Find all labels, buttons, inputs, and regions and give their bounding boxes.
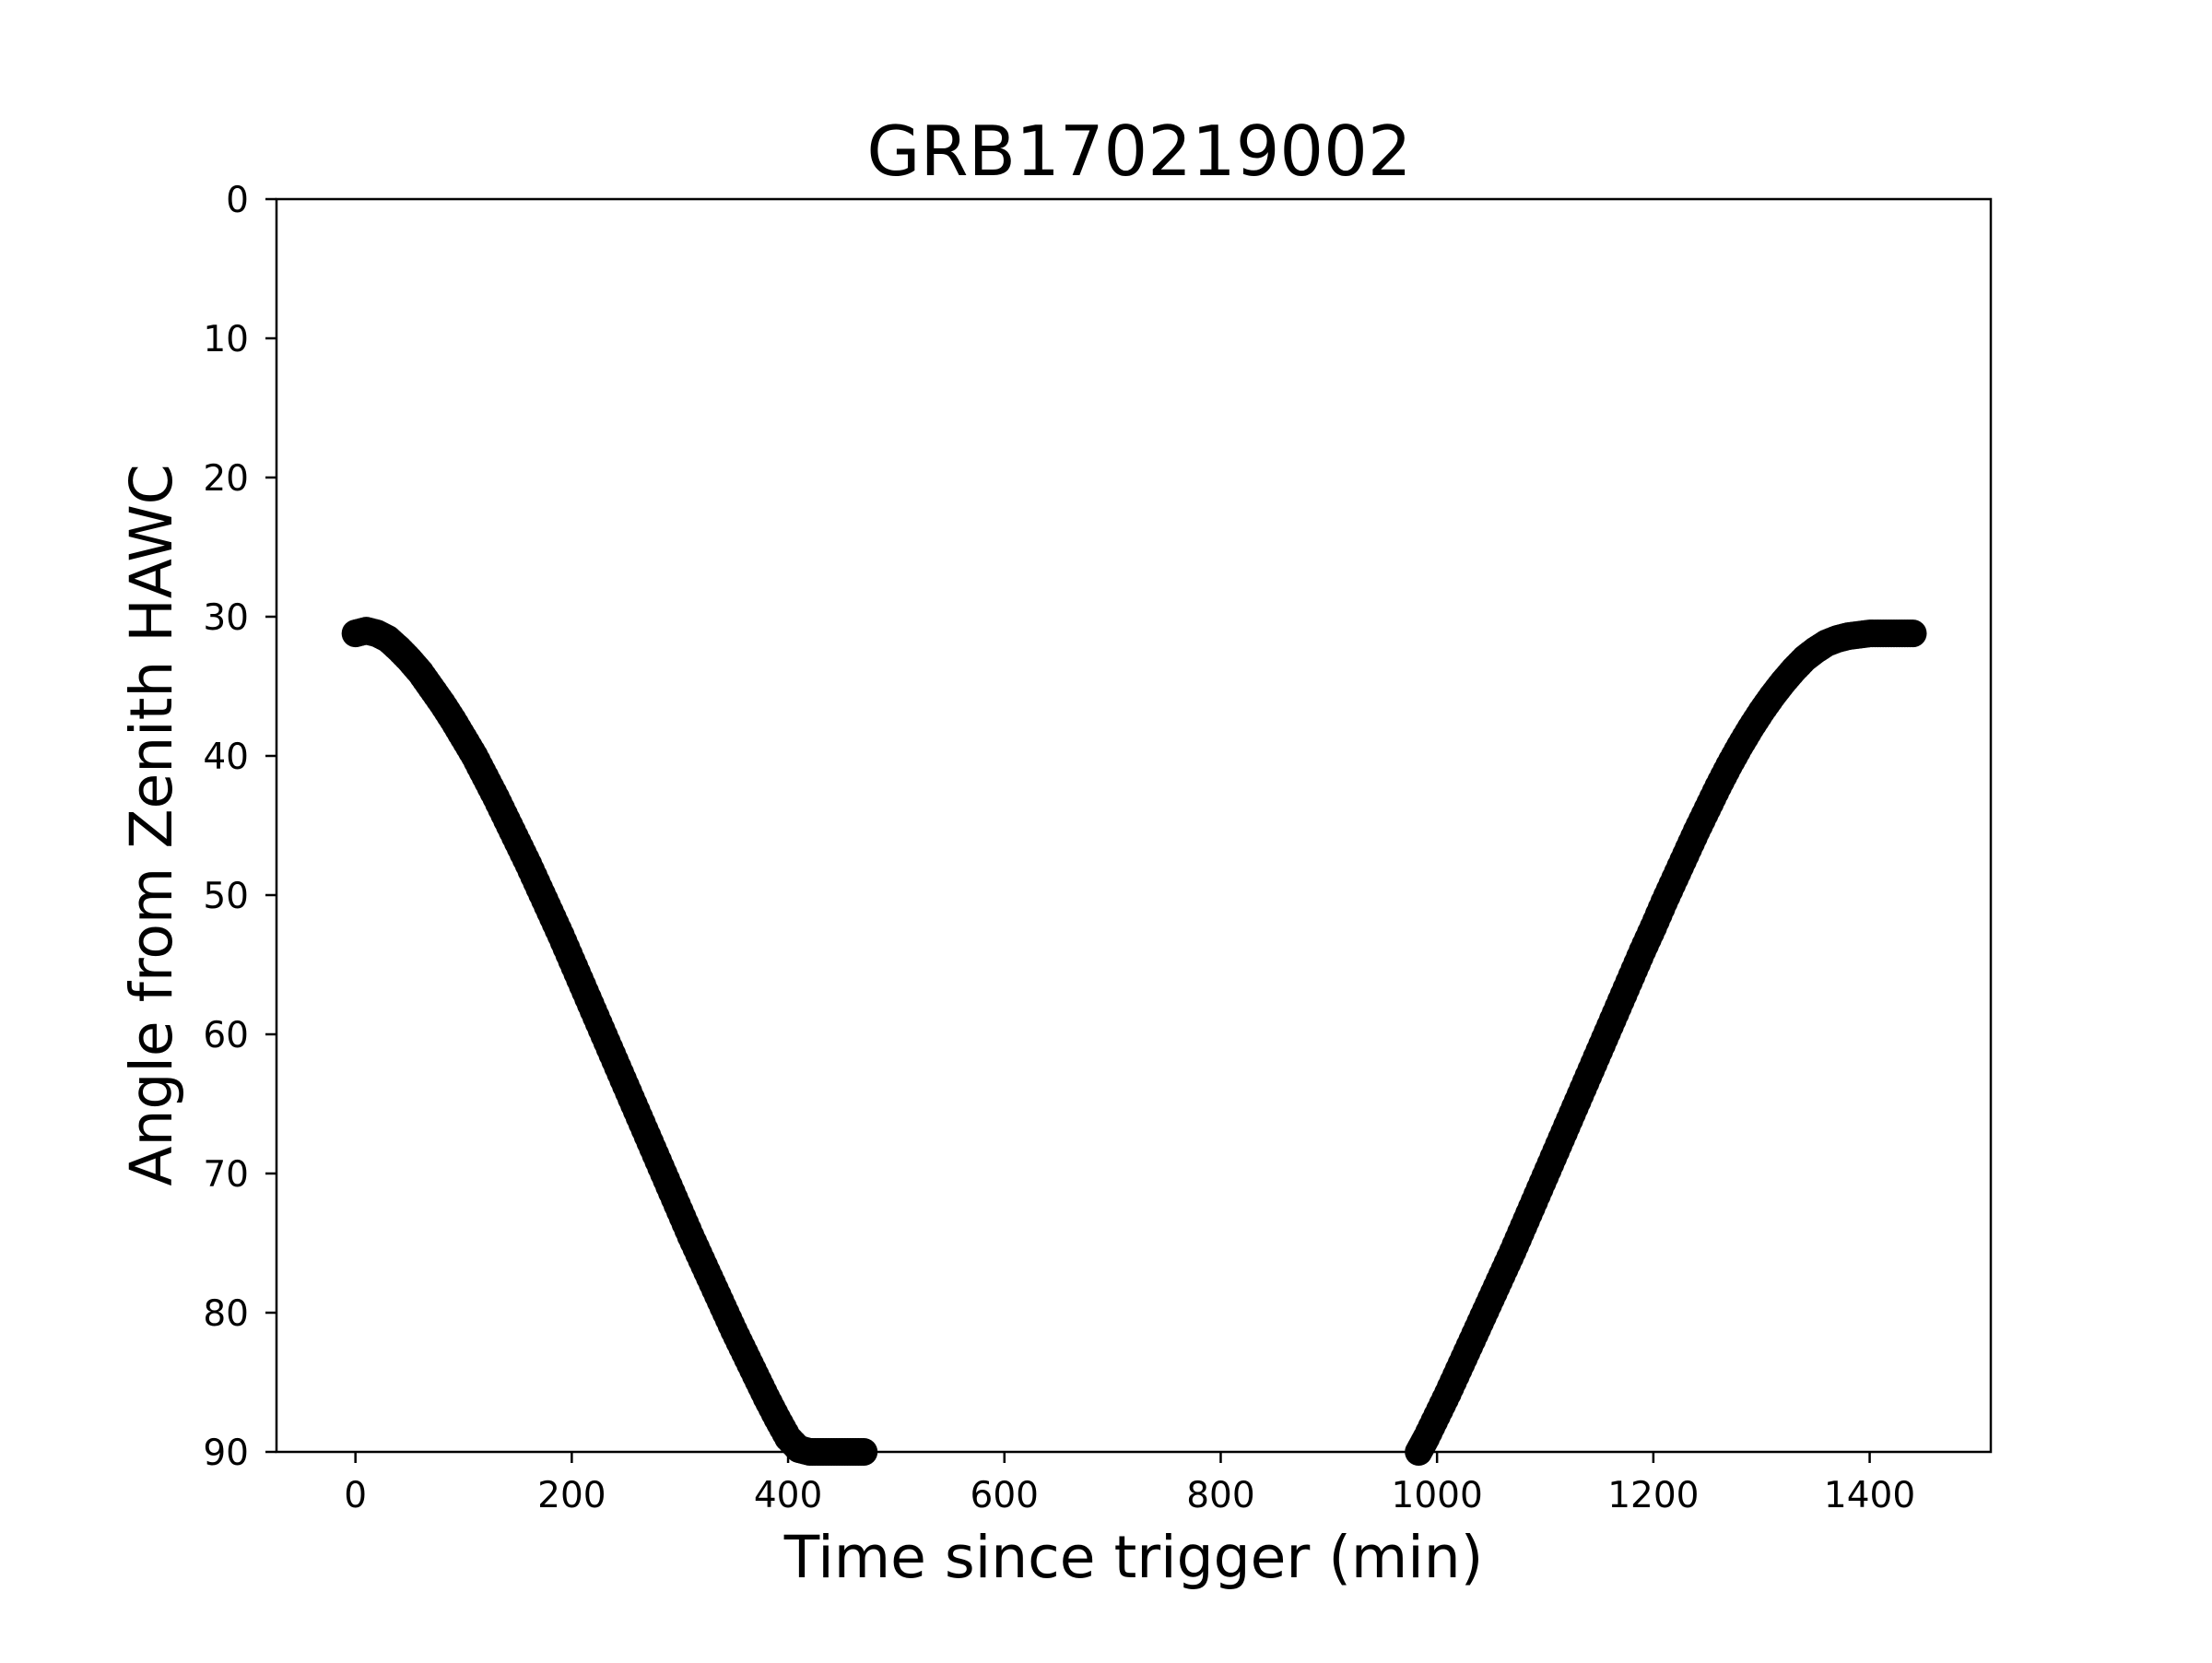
plot-frame bbox=[275, 197, 1993, 1454]
y-tick-label: 80 bbox=[203, 1293, 249, 1335]
x-axis-label: Time since trigger (min) bbox=[783, 1524, 1484, 1591]
x-tick-label: 1000 bbox=[1392, 1475, 1483, 1516]
x-tick-label: 600 bbox=[971, 1475, 1039, 1516]
x-tick-label: 1200 bbox=[1607, 1475, 1699, 1516]
x-axis: 0 200 400 600 800 1000 1200 1400 bbox=[344, 1452, 1915, 1516]
data-point bbox=[1899, 619, 1927, 648]
y-tick-label: 10 bbox=[203, 319, 249, 360]
x-tick-label: 200 bbox=[537, 1475, 606, 1516]
plot-area bbox=[341, 617, 1927, 1466]
y-tick-label: 20 bbox=[203, 458, 249, 500]
x-tick-label: 1400 bbox=[1824, 1475, 1915, 1516]
x-tick-label: 400 bbox=[754, 1475, 822, 1516]
y-tick-label: 40 bbox=[203, 737, 249, 778]
x-tick-label: 0 bbox=[344, 1475, 367, 1516]
y-tick-label: 60 bbox=[203, 1015, 249, 1056]
x-tick-label: 800 bbox=[1186, 1475, 1254, 1516]
y-tick-label: 0 bbox=[226, 180, 249, 221]
y-tick-label: 50 bbox=[203, 876, 249, 917]
y-axis: 0 10 20 30 40 50 60 70 80 90 bbox=[203, 180, 276, 1474]
chart-title: GRB170219002 bbox=[866, 111, 1411, 192]
y-axis-label: Angle from Zenith HAWC bbox=[118, 464, 185, 1185]
y-tick-label: 30 bbox=[203, 597, 249, 639]
y-tick-label: 90 bbox=[203, 1433, 249, 1474]
y-tick-label: 70 bbox=[203, 1154, 249, 1196]
